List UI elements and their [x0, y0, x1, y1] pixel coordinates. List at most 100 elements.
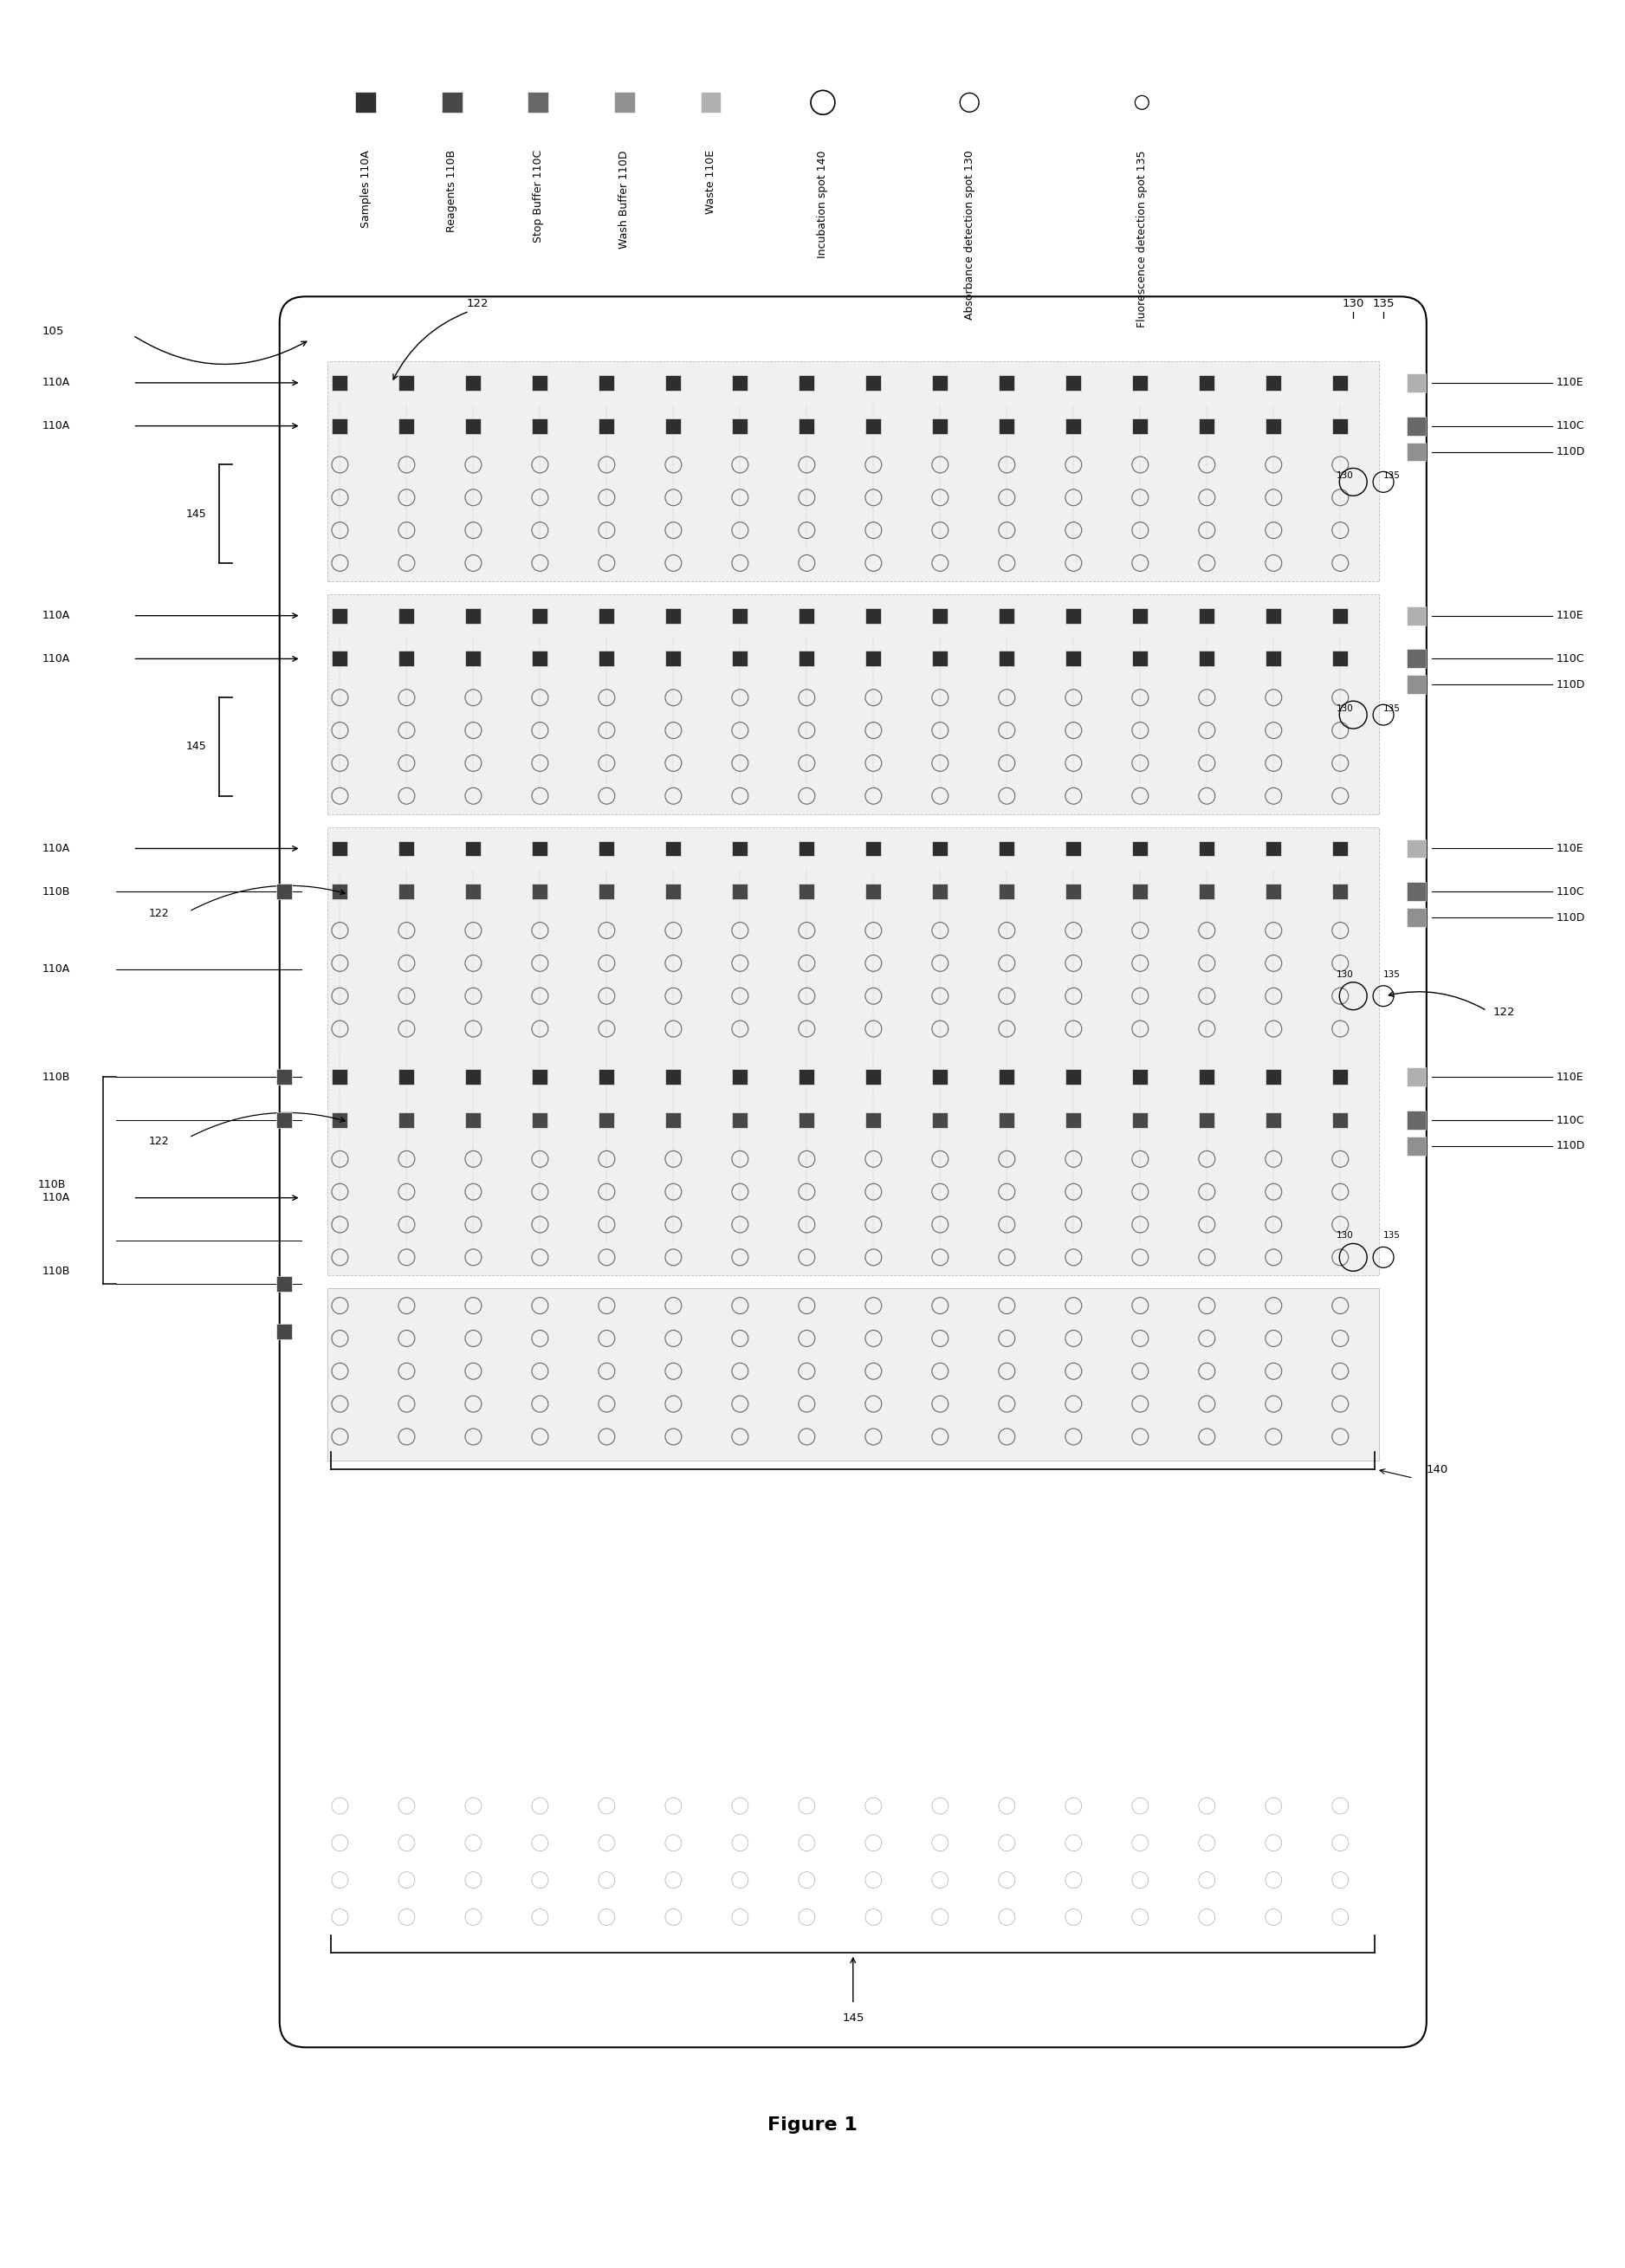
Bar	[1066, 1068, 1081, 1084]
Bar	[1407, 374, 1425, 392]
Bar	[999, 651, 1014, 667]
Text: 110B: 110B	[42, 1070, 70, 1082]
Bar	[398, 885, 414, 900]
Bar	[331, 841, 348, 857]
Bar	[1266, 885, 1282, 900]
Bar	[276, 885, 291, 900]
Bar	[533, 651, 548, 667]
Bar	[933, 841, 947, 857]
Text: 122: 122	[1493, 1007, 1514, 1018]
Bar	[1133, 1111, 1147, 1127]
Bar	[465, 841, 481, 857]
Text: 135: 135	[1383, 1232, 1401, 1241]
Bar	[533, 1111, 548, 1127]
Bar	[733, 885, 748, 900]
Bar	[1066, 374, 1081, 390]
Text: 110E: 110E	[1557, 844, 1584, 855]
Bar	[1266, 1068, 1282, 1084]
Bar	[933, 885, 947, 900]
Text: Wash Buffer 110D: Wash Buffer 110D	[619, 150, 630, 247]
Bar	[1199, 885, 1214, 900]
Bar	[398, 841, 414, 857]
Text: 135: 135	[1383, 971, 1401, 980]
Bar	[1407, 1068, 1425, 1086]
Bar	[666, 1068, 681, 1084]
Bar	[733, 1111, 748, 1127]
Bar	[800, 1111, 814, 1127]
Bar	[866, 1068, 881, 1084]
Bar	[1066, 1111, 1081, 1127]
Text: Reagents 110B: Reagents 110B	[447, 150, 458, 231]
Bar	[600, 841, 614, 857]
Text: Incubation spot 140: Incubation spot 140	[817, 150, 829, 259]
FancyBboxPatch shape	[279, 297, 1427, 2048]
Bar	[327, 1288, 1380, 1461]
Bar	[1133, 841, 1147, 857]
Bar	[1199, 608, 1214, 624]
Text: 110C: 110C	[1557, 420, 1584, 431]
Bar	[1266, 374, 1282, 390]
Bar	[465, 651, 481, 667]
Bar	[733, 1068, 748, 1084]
Text: 135: 135	[1383, 705, 1401, 712]
Bar	[1199, 1111, 1214, 1127]
Bar	[999, 885, 1014, 900]
Text: Figure 1: Figure 1	[767, 2116, 858, 2134]
Text: 145: 145	[185, 742, 206, 753]
Text: 122: 122	[466, 297, 489, 308]
Text: 110D: 110D	[1557, 447, 1586, 458]
Bar	[933, 1111, 947, 1127]
Bar	[866, 1111, 881, 1127]
Text: Waste 110E: Waste 110E	[705, 150, 717, 213]
Text: 110C: 110C	[1557, 653, 1584, 665]
Bar	[1407, 606, 1425, 626]
Bar	[600, 651, 614, 667]
Bar	[1133, 885, 1147, 900]
Bar	[800, 841, 814, 857]
Bar	[331, 417, 348, 433]
Text: 110A: 110A	[42, 420, 70, 431]
Bar	[398, 417, 414, 433]
Circle shape	[811, 91, 835, 116]
Bar	[666, 841, 681, 857]
Bar	[666, 608, 681, 624]
Text: 110A: 110A	[42, 964, 70, 975]
Bar	[1066, 885, 1081, 900]
Bar	[866, 608, 881, 624]
Bar	[533, 885, 548, 900]
Bar	[600, 374, 614, 390]
Bar	[866, 374, 881, 390]
Bar	[666, 885, 681, 900]
Bar	[866, 651, 881, 667]
Text: 135: 135	[1383, 472, 1401, 481]
Bar	[1199, 374, 1214, 390]
Bar	[1199, 1068, 1214, 1084]
Text: 110E: 110E	[1557, 1070, 1584, 1082]
Bar	[276, 1068, 291, 1084]
Bar	[999, 417, 1014, 433]
Text: 130: 130	[1336, 472, 1354, 481]
Text: 130: 130	[1336, 705, 1354, 712]
Text: 135: 135	[1373, 297, 1394, 308]
Bar	[1332, 374, 1349, 390]
Bar	[999, 1111, 1014, 1127]
Bar	[465, 1111, 481, 1127]
Text: 110A: 110A	[42, 1193, 70, 1204]
Bar	[528, 93, 549, 113]
Text: 105: 105	[42, 324, 65, 336]
Text: 110B: 110B	[37, 1179, 67, 1191]
Bar	[999, 1068, 1014, 1084]
Text: Samples 110A: Samples 110A	[361, 150, 372, 227]
Bar	[1199, 841, 1214, 857]
Text: 130: 130	[1336, 971, 1354, 980]
Bar	[398, 374, 414, 390]
Bar	[533, 841, 548, 857]
Bar	[1332, 1111, 1349, 1127]
Bar	[1332, 651, 1349, 667]
Bar	[600, 1068, 614, 1084]
Bar	[327, 361, 1380, 581]
Bar	[733, 417, 748, 433]
Bar	[1066, 608, 1081, 624]
Text: 140: 140	[1427, 1463, 1448, 1474]
Text: 110B: 110B	[42, 1266, 70, 1277]
